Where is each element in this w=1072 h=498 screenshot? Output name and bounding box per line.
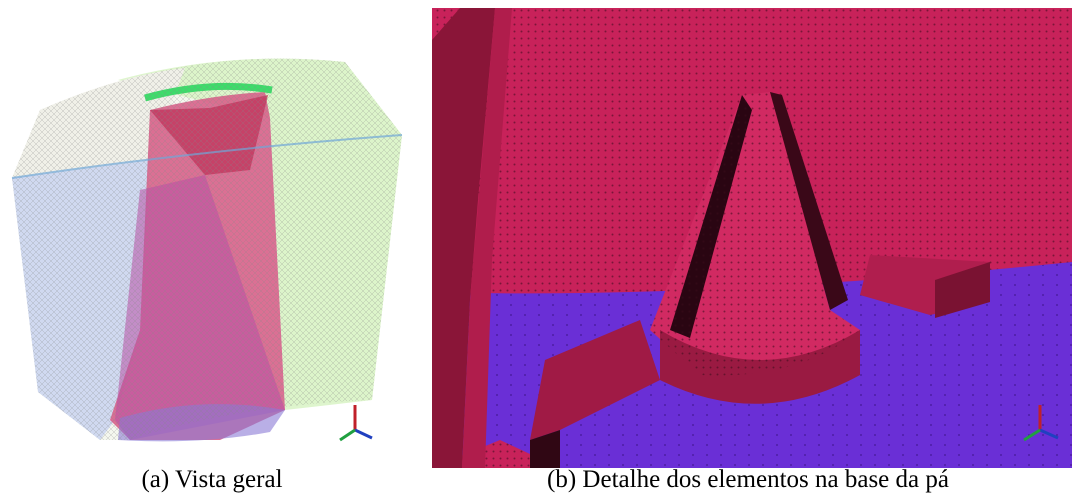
panel-b-image: [432, 8, 1072, 468]
page: (a) Vista geral (b) Detalhe dos elemento…: [0, 0, 1072, 498]
axis-triad: [340, 405, 372, 440]
figure: (a) Vista geral (b) Detalhe dos elemento…: [0, 0, 1072, 498]
caption: (b) Detalhe dos elementos na base da pá: [547, 466, 949, 493]
panel-a-image: [12, 58, 402, 441]
caption: (a) Vista geral: [141, 466, 282, 493]
